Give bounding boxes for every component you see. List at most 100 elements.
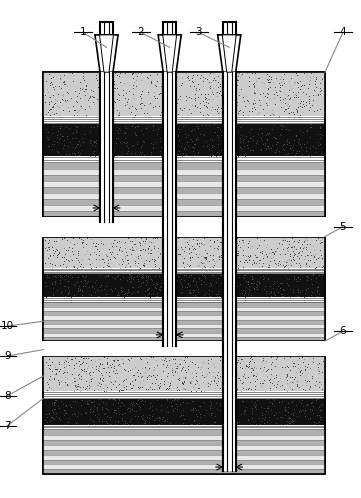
Point xyxy=(290,362,296,370)
Point xyxy=(48,376,53,384)
Point xyxy=(165,251,171,259)
Point xyxy=(123,89,129,97)
Point xyxy=(195,93,201,101)
Point xyxy=(142,419,147,427)
Point xyxy=(171,247,177,254)
Point xyxy=(251,84,257,92)
Point xyxy=(126,273,131,281)
Point xyxy=(211,418,217,426)
Point xyxy=(249,104,255,112)
Point xyxy=(272,86,278,94)
Point xyxy=(49,279,55,287)
Point xyxy=(188,109,194,117)
Point xyxy=(210,69,216,77)
Point xyxy=(110,252,116,260)
Point xyxy=(266,130,271,138)
Point xyxy=(71,361,77,369)
Point xyxy=(180,379,186,387)
Point xyxy=(247,252,253,260)
Point xyxy=(150,126,156,134)
Point xyxy=(135,122,141,129)
Point xyxy=(184,138,190,146)
Point xyxy=(225,97,231,105)
Point xyxy=(132,124,138,131)
Point xyxy=(92,142,98,150)
Point xyxy=(106,253,112,261)
Text: 2: 2 xyxy=(138,27,144,37)
Point xyxy=(165,132,171,140)
Point xyxy=(47,361,53,369)
Point xyxy=(249,279,255,287)
Point xyxy=(258,133,264,141)
Point xyxy=(133,242,139,250)
Point xyxy=(152,416,158,424)
Point xyxy=(159,128,165,136)
Point xyxy=(158,279,164,287)
Point xyxy=(97,359,103,367)
Point xyxy=(153,375,158,383)
Point xyxy=(212,244,217,252)
Point xyxy=(240,286,245,294)
Point xyxy=(252,381,258,389)
Point xyxy=(106,133,112,141)
Point xyxy=(125,285,131,293)
Point xyxy=(52,82,58,90)
Point xyxy=(103,417,109,425)
Point xyxy=(180,259,186,267)
Point xyxy=(77,84,83,92)
Point xyxy=(122,419,128,427)
Point xyxy=(171,258,177,266)
Point xyxy=(103,399,109,407)
Point xyxy=(154,94,160,102)
Point xyxy=(161,82,167,90)
Point xyxy=(196,239,202,247)
Point xyxy=(263,407,269,415)
Point xyxy=(282,402,288,410)
Point xyxy=(231,104,236,112)
Point xyxy=(57,365,63,373)
Point xyxy=(47,111,53,119)
Point xyxy=(74,418,80,426)
Point xyxy=(247,255,252,263)
Point xyxy=(269,109,275,117)
Point xyxy=(94,95,100,103)
Point xyxy=(197,74,203,82)
Point xyxy=(116,97,122,105)
Point xyxy=(53,365,59,373)
Point xyxy=(50,73,56,81)
Point xyxy=(86,370,92,377)
Point xyxy=(283,411,288,419)
Point xyxy=(273,145,279,153)
Point xyxy=(221,138,227,146)
Point xyxy=(317,130,323,138)
Point xyxy=(154,413,160,421)
Point xyxy=(53,95,58,103)
Point xyxy=(158,152,164,160)
Point xyxy=(117,263,123,271)
Point xyxy=(241,271,247,279)
Point xyxy=(104,272,110,280)
Point xyxy=(213,278,219,286)
Point xyxy=(284,371,290,379)
Point xyxy=(62,408,68,416)
Point xyxy=(112,237,118,245)
Point xyxy=(285,281,291,289)
Point xyxy=(172,278,178,286)
Point xyxy=(238,131,244,139)
Point xyxy=(44,125,49,133)
Point xyxy=(204,110,210,118)
Point xyxy=(63,271,69,279)
Point xyxy=(80,121,86,129)
Point xyxy=(113,383,119,391)
Point xyxy=(105,262,111,270)
Point xyxy=(291,274,297,282)
Point xyxy=(258,146,264,154)
Point xyxy=(225,258,231,266)
Polygon shape xyxy=(100,35,113,72)
Point xyxy=(279,81,285,89)
Point xyxy=(296,147,302,155)
Point xyxy=(57,271,63,279)
Point xyxy=(296,135,302,143)
Point xyxy=(87,259,92,267)
Point xyxy=(151,244,157,251)
